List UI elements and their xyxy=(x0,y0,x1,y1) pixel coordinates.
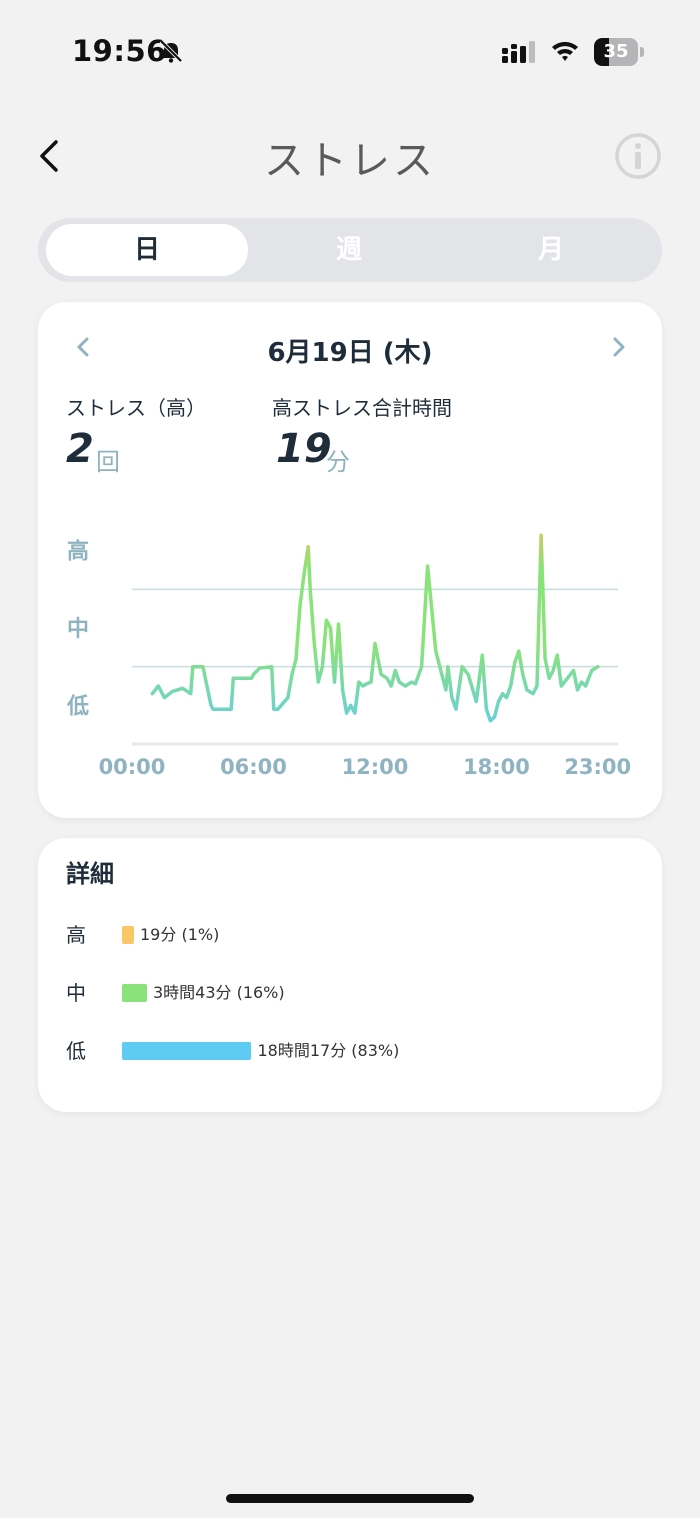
bell-slash-icon xyxy=(159,39,183,63)
detail-bar-low xyxy=(122,1042,252,1060)
wifi-icon xyxy=(552,41,578,61)
page-title: ストレス xyxy=(264,138,436,184)
high-stress-count-unit: 回 xyxy=(96,448,120,476)
detail-duration: 18時間17分 (83%) xyxy=(257,1041,400,1060)
chevron-left-icon[interactable] xyxy=(68,332,98,362)
info-circle-icon[interactable] xyxy=(614,132,662,180)
detail-bar-mid xyxy=(122,984,147,1002)
status-bar: 19:56 35 xyxy=(0,0,700,100)
tab-week[interactable]: 週 xyxy=(335,235,362,265)
battery-fill xyxy=(594,38,610,66)
chart-x-tick-label: 00:00 xyxy=(99,755,166,779)
detail-duration: 3時間43分 (16%) xyxy=(152,983,285,1002)
cellular-signal-icon xyxy=(502,41,535,63)
detail-level-label: 高 xyxy=(66,923,86,947)
battery-icon: 35 xyxy=(594,38,644,66)
chart-x-tick-label: 18:00 xyxy=(463,755,530,779)
stress-summary-card: 6月19日 (木) ストレス（高） 2 回 高ストレス合計時間 19 分 高中低… xyxy=(38,302,662,818)
details-card: 詳細 高 19分 (1%) 中 3時間43分 (16%) 低 18時間17分 (… xyxy=(38,838,662,1112)
high-stress-count-label: ストレス（高） xyxy=(66,396,206,420)
high-stress-time-unit: 分 xyxy=(326,448,350,476)
chart-y-label: 高 xyxy=(67,539,89,565)
stress-chart: 高中低 00:00 06:00 12:00 18:00 23:00 xyxy=(66,533,631,779)
high-stress-time-label: 高ストレス合計時間 xyxy=(272,396,452,420)
tab-month[interactable]: 月 xyxy=(537,235,564,265)
home-indicator xyxy=(226,1494,474,1503)
detail-duration: 19分 (1%) xyxy=(140,925,220,944)
date-label: 6月19日 (木) xyxy=(267,338,433,368)
details-title: 詳細 xyxy=(66,860,114,888)
stress-series-line xyxy=(150,533,600,723)
chevron-right-icon[interactable] xyxy=(604,332,634,362)
chart-y-label: 低 xyxy=(66,694,89,719)
battery-level: 35 xyxy=(603,41,629,62)
detail-bar-high xyxy=(122,926,134,944)
detail-level-label: 低 xyxy=(66,1039,86,1063)
chevron-left-icon[interactable] xyxy=(30,132,74,180)
detail-level-label: 中 xyxy=(66,981,86,1005)
chart-x-tick-label: 06:00 xyxy=(220,755,287,779)
high-stress-count-value: 2 xyxy=(66,426,94,472)
chart-x-tick-label: 23:00 xyxy=(564,755,631,779)
status-time: 19:56 xyxy=(72,34,167,68)
chart-x-tick-label: 12:00 xyxy=(342,755,409,779)
chart-y-label: 中 xyxy=(67,617,89,642)
tab-day[interactable]: 日 xyxy=(46,224,248,276)
period-segmented-control: 日 週 月 xyxy=(38,218,662,282)
high-stress-time-value: 19 xyxy=(276,426,332,472)
